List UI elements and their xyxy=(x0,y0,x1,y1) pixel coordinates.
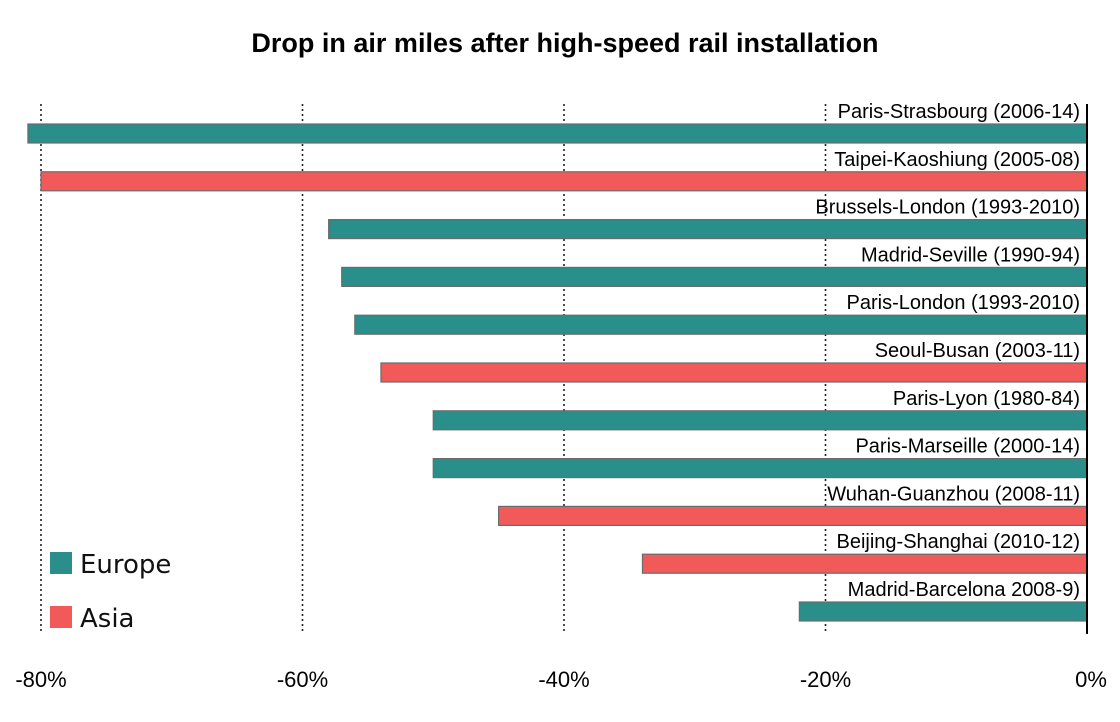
legend: Europe Asia xyxy=(50,550,171,634)
bar-label-paris-lyon-1980-84: Paris-Lyon (1980-84) xyxy=(893,388,1080,410)
x-tick-label-neg40: -40% xyxy=(538,667,589,692)
legend-swatch-asia xyxy=(50,606,72,628)
bar-label-paris-strasbourg-2006-14: Paris-Strasbourg (2006-14) xyxy=(838,101,1080,123)
bar-taipei-kaoshiung-2005-08 xyxy=(40,171,1088,192)
bar-label-seoul-busan-2003-11: Seoul-Busan (2003-11) xyxy=(875,340,1080,362)
legend-label-asia: Asia xyxy=(80,604,135,634)
bar-paris-london-1993-2010 xyxy=(354,314,1088,335)
bar-paris-marseille-2000-14 xyxy=(432,458,1088,479)
bar-label-madrid-seville-1990-94: Madrid-Seville (1990-94) xyxy=(861,244,1080,266)
bar-label-beijing-shanghai-2010-12: Beijing-Shanghai (2010-12) xyxy=(837,531,1081,553)
bar-brussels-london-1993-2010 xyxy=(328,219,1088,240)
bar-label-paris-marseille-2000-14: Paris-Marseille (2000-14) xyxy=(855,436,1080,458)
x-tick-label-neg20: -20% xyxy=(800,667,851,692)
bar-label-wuhan-guanzhou-2008-11: Wuhan-Guanzhou (2008-11) xyxy=(827,483,1080,505)
x-axis: -80% -60% -40% -20% 0% xyxy=(15,104,1107,692)
x-tick-label-0: 0% xyxy=(1075,667,1107,692)
bar-label-brussels-london-1993-2010: Brussels-London (1993-2010) xyxy=(815,197,1080,219)
bar-labels: Paris-Strasbourg (2006-14) Taipei-Kaoshiu… xyxy=(815,101,1080,601)
bar-label-madrid-barcelona-2008-9: Madrid-Barcelona 2008-9) xyxy=(848,579,1080,601)
x-tick-label-neg60: -60% xyxy=(277,667,328,692)
bar-paris-lyon-1980-84 xyxy=(432,410,1088,431)
bar-beijing-shanghai-2010-12 xyxy=(641,553,1088,574)
bar-seoul-busan-2003-11 xyxy=(380,362,1088,383)
chart-title: Drop in air miles after high-speed rail … xyxy=(251,28,878,58)
legend-label-europe: Europe xyxy=(80,550,171,580)
bar-paris-strasbourg-2006-14 xyxy=(27,123,1088,144)
bar-madrid-seville-1990-94 xyxy=(341,266,1088,287)
bar-label-taipei-kaoshiung-2005-08: Taipei-Kaoshiung (2005-08) xyxy=(834,149,1080,171)
bar-label-paris-london-1993-2010: Paris-London (1993-2010) xyxy=(847,292,1081,314)
bar-madrid-barcelona-2008-9 xyxy=(798,601,1088,622)
bar-wuhan-guanzhou-2008-11 xyxy=(498,505,1088,526)
legend-swatch-europe xyxy=(50,552,72,574)
x-tick-label-neg80: -80% xyxy=(15,667,66,692)
